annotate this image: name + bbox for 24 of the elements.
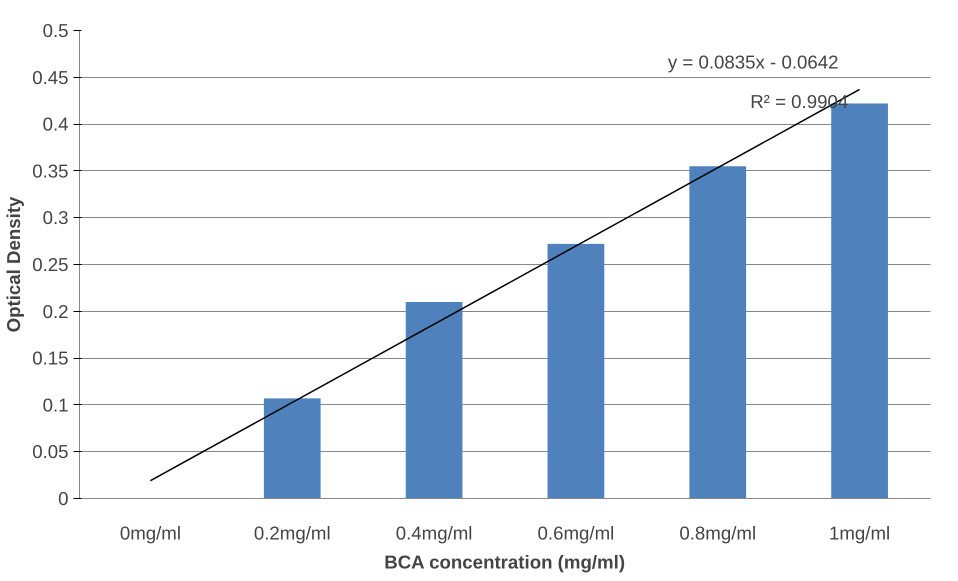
x-tick-label: 1mg/ml — [829, 522, 890, 544]
bar — [548, 244, 604, 498]
bar — [406, 302, 462, 498]
y-tick-label: 0.2 — [42, 300, 69, 322]
y-tick-label: 0.15 — [32, 348, 68, 369]
y-axis-title: Optical Density — [3, 196, 24, 332]
x-tick-label: 0.2mg/ml — [254, 522, 331, 544]
y-tick-label: 0.05 — [32, 441, 68, 462]
x-tick-label: 0.8mg/ml — [679, 522, 756, 544]
x-axis-title: BCA concentration (mg/ml) — [384, 552, 626, 572]
y-tick-label: 0 — [58, 488, 69, 509]
y-tick-label: 0.35 — [32, 160, 68, 182]
bar — [264, 398, 321, 498]
y-tick-label: 0.1 — [42, 394, 69, 416]
x-tick-label: 0.4mg/ml — [396, 522, 472, 544]
y-tick-label: 0.4 — [42, 114, 69, 135]
x-tick-label: 0mg/ml — [120, 522, 182, 544]
y-tick-label: 0.5 — [42, 20, 69, 41]
x-tick-label: 0.6mg/ml — [538, 522, 614, 544]
annotation: y = 0.0835x - 0.0642 — [668, 52, 839, 73]
bar — [689, 166, 746, 498]
y-tick-label: 0.45 — [32, 66, 68, 88]
y-tick-label: 0.25 — [32, 254, 68, 275]
y-tick-label: 0.3 — [42, 207, 69, 228]
